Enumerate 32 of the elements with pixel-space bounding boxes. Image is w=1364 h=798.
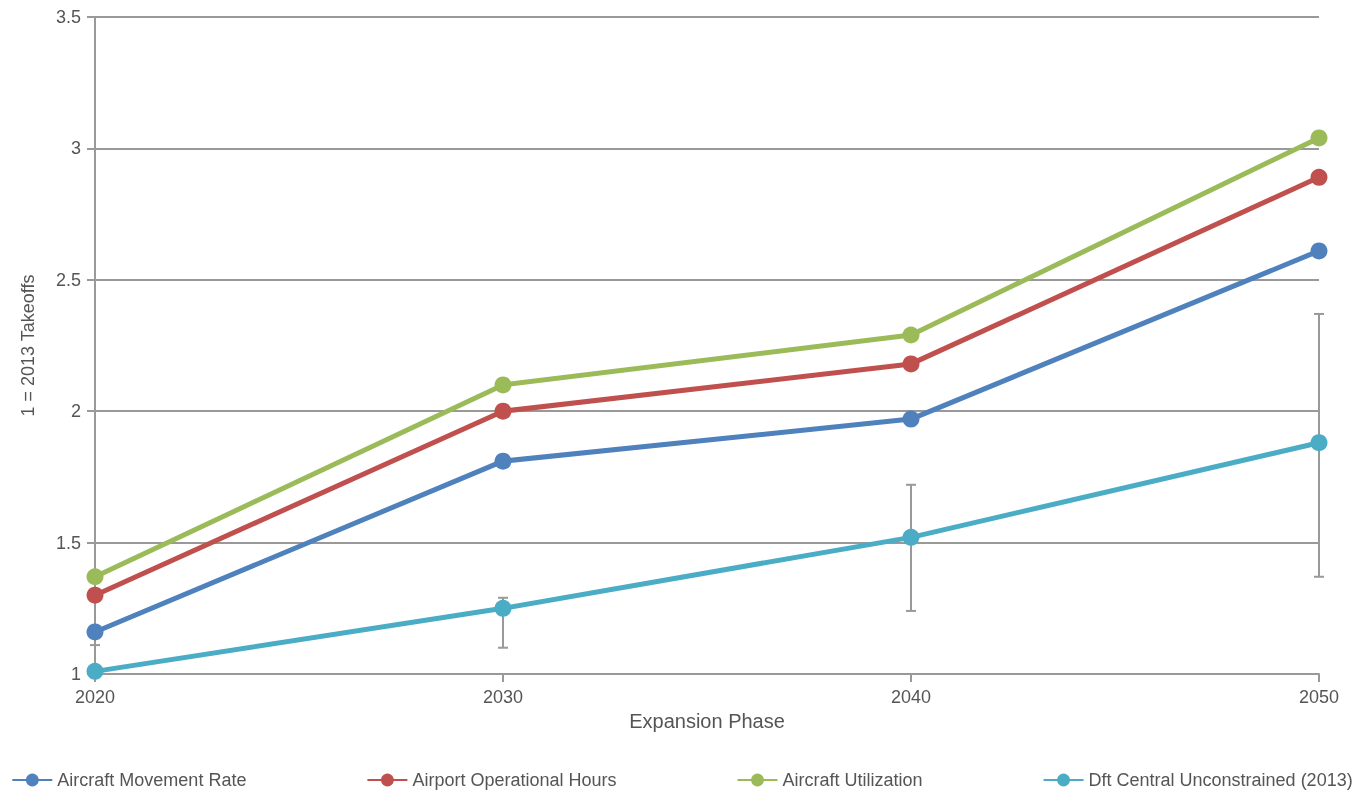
x-tick-label: 2030 [482,687,524,707]
point [86,623,104,641]
y-tick-label: 2 [70,401,81,422]
point [494,452,512,470]
legend-label: Airport Operational Hours [412,770,617,790]
y-tick-label: 1.5 [55,532,81,553]
point [494,402,512,420]
point [86,662,104,680]
x-axis-title: Expansion Phase [629,709,785,732]
y-tick-label: 3.5 [55,7,81,27]
point [902,326,920,344]
point [86,568,104,586]
legend-label: Aircraft Utilization [782,770,923,790]
point [494,599,512,617]
point [86,586,104,604]
point [902,410,920,428]
point [1310,242,1328,260]
point [1310,434,1328,452]
point [902,355,920,373]
y-tick-label: 2.5 [55,269,81,290]
point [1310,168,1328,186]
point [494,376,512,394]
x-tick-label: 2020 [74,687,116,707]
legend-label: Dft Central Unconstrained (2013) [1088,770,1353,790]
x-tick-label: 2050 [1298,687,1340,707]
point [1310,129,1328,147]
legend-label: Aircraft Movement Rate [57,770,247,790]
y-axis-title: 1 = 2013 Takeoffs [18,274,38,417]
y-tick-label: 3 [70,138,81,159]
point [902,528,920,546]
y-tick-label: 1 [70,664,81,684]
x-tick-label: 2040 [890,687,932,707]
